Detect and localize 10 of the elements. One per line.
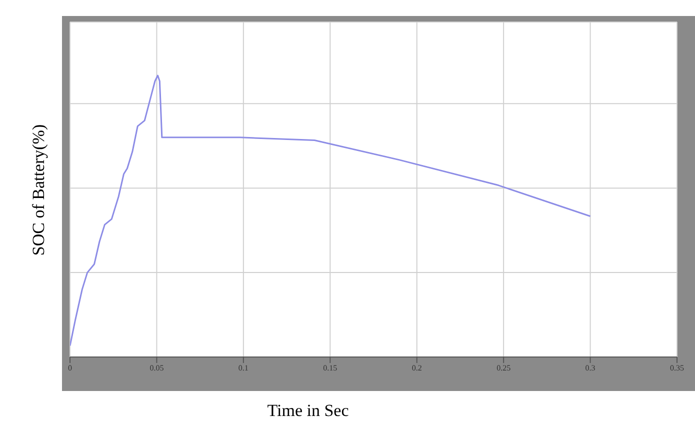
x-tick-label: 0.15 (323, 364, 338, 373)
x-tick-label: 0.35 (670, 364, 684, 373)
x-tick-label: 0 (68, 364, 72, 373)
x-tick-label: 0.2 (412, 364, 422, 373)
x-tick-label: 0.1 (238, 364, 248, 373)
x-tick-label: 0.25 (496, 364, 511, 373)
x-tick-label: 0.05 (150, 364, 164, 373)
y-axis-title: SOC of Battery(%) (29, 124, 48, 256)
x-tick-label: 0.3 (585, 364, 596, 373)
x-axis-title: Time in Sec (267, 401, 350, 420)
